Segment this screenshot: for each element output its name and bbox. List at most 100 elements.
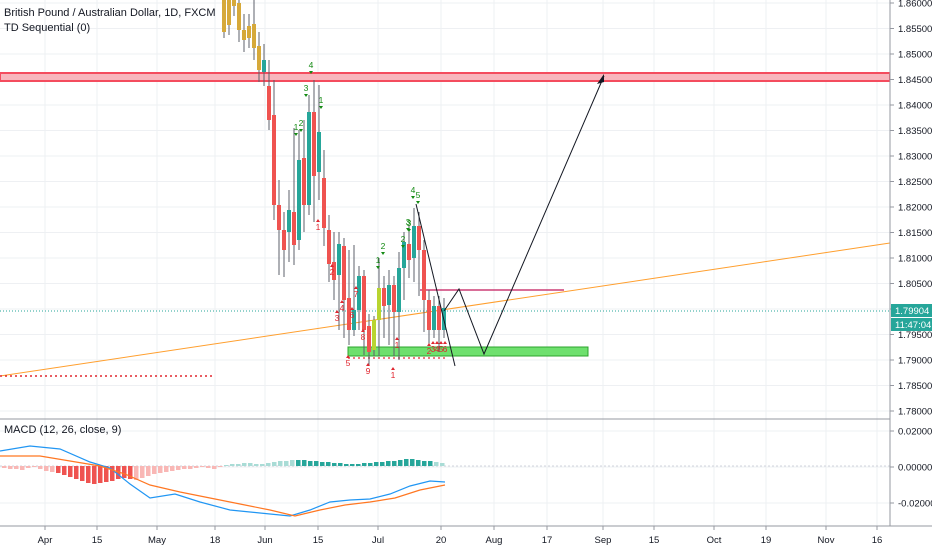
macd-bar xyxy=(344,464,349,466)
candle-body xyxy=(392,285,396,312)
macd-histogram xyxy=(2,459,445,484)
macd-bar xyxy=(158,466,163,473)
candles xyxy=(222,0,446,365)
macd-bar xyxy=(260,464,265,466)
macd-bar xyxy=(386,461,391,466)
macd-bar xyxy=(182,466,187,469)
td-green-count: 2 xyxy=(299,118,304,128)
candle-body xyxy=(237,3,241,30)
macd-bar xyxy=(428,461,433,466)
candle-body xyxy=(232,0,236,6)
td-green-count: 4 xyxy=(411,185,416,195)
macd-axis: 0.02000 0.00000 -0.02000 xyxy=(890,427,932,510)
last-price-tag xyxy=(891,304,932,317)
time-axis[interactable]: Apr 15 May 18 Jun 15 Jul 20 Aug 17 Sep 15 Oct 19 Nov 16 xyxy=(38,526,883,546)
macd-bar xyxy=(38,466,43,469)
time-tick-label: Jul xyxy=(372,535,384,546)
countdown-value: 11:47:04 xyxy=(895,320,931,331)
macd-bar xyxy=(86,466,91,483)
price-tick-label: 1.82000 xyxy=(898,203,932,214)
candle-body xyxy=(362,276,366,330)
td-red-count: 6 xyxy=(350,310,355,320)
macd-pane xyxy=(0,445,890,517)
candle-body xyxy=(437,306,441,330)
candle-body xyxy=(397,268,401,312)
candle-body xyxy=(377,288,381,320)
candle-body xyxy=(407,244,411,260)
td-green-count: 3 xyxy=(406,217,411,227)
macd-bar xyxy=(206,466,211,468)
candle-body xyxy=(267,86,271,120)
td-green-count: 4 xyxy=(309,60,314,70)
macd-bar xyxy=(272,462,277,466)
candle-body xyxy=(247,26,251,38)
macd-bar xyxy=(152,466,157,474)
td-red-count: 5 xyxy=(346,358,351,368)
td-green-count: 1 xyxy=(294,122,299,132)
td-red-count: 4 xyxy=(435,344,440,354)
macd-bar xyxy=(230,464,235,466)
macd-label: MACD (12, 26, close, 9) xyxy=(4,424,121,436)
macd-bar xyxy=(368,463,373,466)
time-tick-label: Jun xyxy=(257,535,272,546)
macd-bar xyxy=(32,466,37,467)
macd-bar xyxy=(392,461,397,466)
candle-body xyxy=(257,46,261,70)
td-red-count: 4 xyxy=(340,303,345,313)
macd-bar xyxy=(266,463,271,466)
td-green-count: 3 xyxy=(304,83,309,93)
macd-bar xyxy=(236,464,241,466)
macd-bar xyxy=(98,466,103,483)
candle-body xyxy=(312,112,316,176)
candle-body xyxy=(242,30,246,40)
support-zone[interactable] xyxy=(347,346,589,357)
price-axis-bg[interactable] xyxy=(890,0,932,526)
macd-bar xyxy=(74,466,79,479)
macd-bar xyxy=(164,466,169,472)
td-red-count: 3 xyxy=(335,313,340,323)
time-tick-label: Oct xyxy=(707,535,722,546)
price-tick-label: 1.83000 xyxy=(898,152,932,163)
macd-bar xyxy=(122,466,127,478)
candle-body xyxy=(292,212,296,245)
signal-line xyxy=(0,455,446,517)
macd-bar xyxy=(134,466,139,480)
macd-bar xyxy=(68,466,73,477)
td-green-count: 1 xyxy=(376,255,381,265)
time-tick-label: Nov xyxy=(818,535,835,546)
price-tick-label: 1.78000 xyxy=(898,407,932,418)
candle-body xyxy=(252,24,256,48)
price-tick-label: 1.84500 xyxy=(898,75,932,86)
time-tick-label: 15 xyxy=(649,535,660,546)
td-green-count: 2 xyxy=(401,234,406,244)
macd-bar xyxy=(356,464,361,466)
macd-bar xyxy=(302,460,307,466)
macd-bar xyxy=(242,463,247,466)
macd-bar xyxy=(284,461,289,466)
macd-bar xyxy=(350,464,355,466)
resistance-zone[interactable] xyxy=(0,72,891,82)
downtrend-line[interactable] xyxy=(415,203,456,367)
macd-bar xyxy=(380,462,385,466)
projection-path[interactable] xyxy=(443,75,605,356)
candle-body xyxy=(402,242,406,268)
candle-body xyxy=(412,226,416,258)
macd-bar xyxy=(218,466,223,467)
macd-bar xyxy=(62,466,67,475)
price-tick-label: 1.78500 xyxy=(898,381,932,392)
td-red-count: 1 xyxy=(391,370,396,380)
price-tick-label: 1.81500 xyxy=(898,228,932,239)
candle-body xyxy=(282,230,286,250)
macd-bar xyxy=(278,461,283,466)
macd-bar xyxy=(2,466,7,468)
macd-bar xyxy=(56,466,61,473)
time-tick-label: May xyxy=(148,535,166,546)
candle-body xyxy=(432,306,436,330)
projection-arrowhead xyxy=(597,74,604,84)
price-tick-label: 1.85000 xyxy=(898,50,932,61)
time-tick-label: 19 xyxy=(761,535,772,546)
macd-bar xyxy=(434,462,439,466)
macd-bar xyxy=(26,466,31,468)
td-red-count: 7 xyxy=(354,289,359,299)
